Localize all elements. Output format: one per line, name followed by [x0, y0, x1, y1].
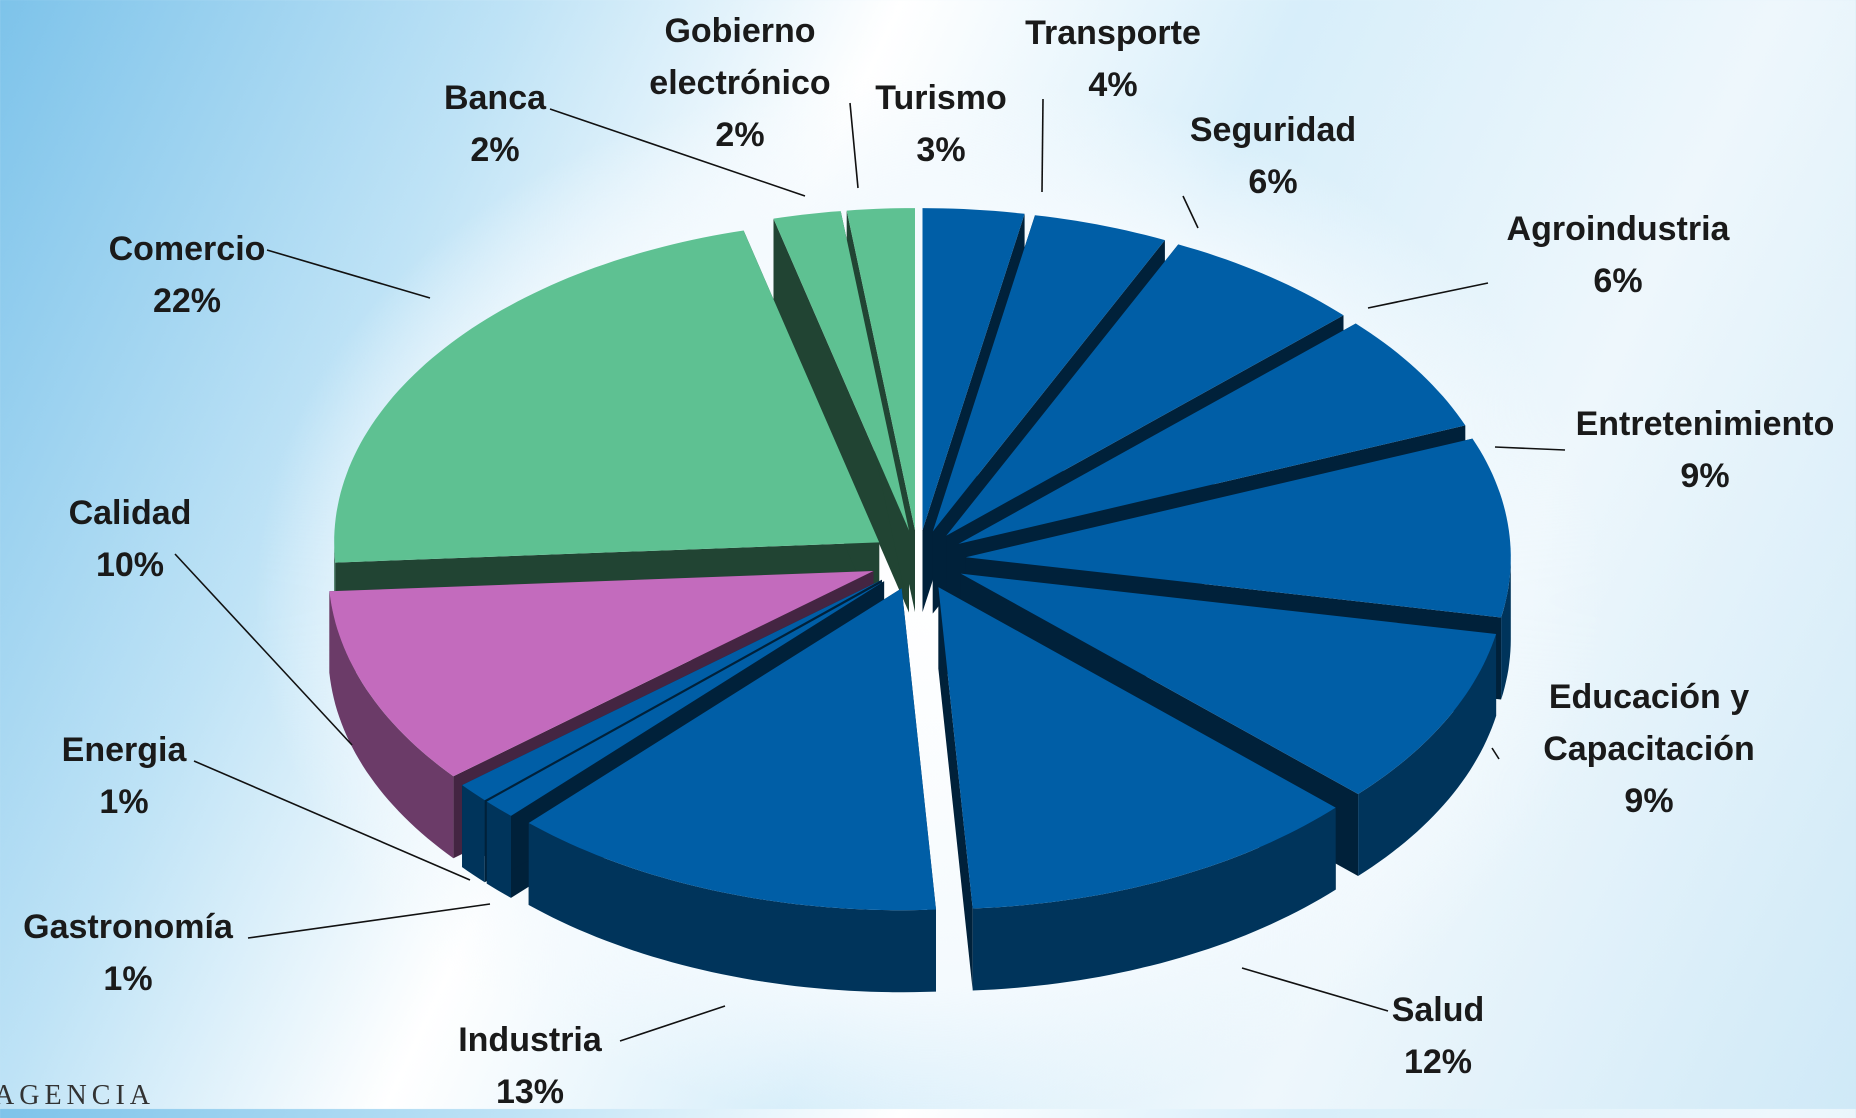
- leader-line: [266, 249, 431, 299]
- slice-label: Entretenimiento 9%: [1576, 398, 1835, 502]
- slice-label: Agroindustria 6%: [1507, 203, 1730, 307]
- slice-top: [846, 208, 915, 531]
- category-name: Energia: [61, 731, 187, 769]
- category-name: Agroindustria: [1506, 210, 1730, 248]
- slice-wall: [528, 823, 936, 993]
- value-label: 2%: [470, 131, 520, 169]
- slice-top: [960, 573, 1497, 794]
- category-name: Turismo: [875, 79, 1007, 117]
- slice-top: [329, 571, 874, 777]
- slice-top: [958, 323, 1466, 544]
- slice-side: [773, 218, 909, 613]
- leader-line: [1041, 98, 1044, 193]
- slice-label: Calidad 10%: [69, 487, 192, 591]
- logo: AGENCIA: [0, 1080, 155, 1111]
- slice-wall: [462, 785, 485, 883]
- slice-wall: [1501, 557, 1511, 700]
- slice-label: Industria 13%: [458, 1014, 602, 1118]
- value-label: 6%: [1593, 262, 1643, 300]
- slice-top: [528, 588, 936, 911]
- slice-label: Gastronomía 1%: [23, 901, 233, 1005]
- value-label: 9%: [1624, 782, 1674, 820]
- leader-line: [1494, 446, 1566, 451]
- category-name: Educación y Capacitación: [1543, 678, 1755, 768]
- slice-label: Educación y Capacitación 9%: [1529, 671, 1769, 827]
- slice-top: [965, 438, 1511, 618]
- category-name: Banca: [443, 79, 547, 117]
- leader-line: [174, 553, 353, 746]
- slice-top: [773, 211, 909, 531]
- category-name: Seguridad: [1189, 111, 1357, 149]
- value-label: 1%: [103, 960, 153, 998]
- category-name: Transporte: [1025, 14, 1201, 52]
- slice-label: Seguridad 6%: [1190, 104, 1356, 208]
- slice-top: [932, 215, 1165, 532]
- slice-label: Gobierno electrónico 2%: [640, 5, 840, 161]
- slice-label: Energia 1%: [62, 724, 187, 828]
- slice-top: [334, 230, 880, 563]
- slice-side: [938, 587, 973, 991]
- slice: [938, 587, 1336, 991]
- slice-wall: [486, 801, 511, 898]
- leader-line: [1491, 747, 1500, 760]
- slice-top: [938, 587, 1336, 909]
- value-label: 13%: [495, 1073, 565, 1111]
- category-name: Gobierno electrónico: [649, 12, 831, 102]
- value-label: 6%: [1248, 163, 1298, 201]
- value-label: 4%: [1088, 66, 1138, 104]
- slice-top: [462, 579, 882, 801]
- slice-top: [946, 244, 1344, 536]
- slice-label: Transporte 4%: [1025, 7, 1201, 111]
- slice-label: Banca 2%: [444, 72, 546, 176]
- slice-label: Turismo 3%: [875, 72, 1007, 176]
- slice-wall: [972, 807, 1336, 991]
- category-name: Industria: [458, 1021, 602, 1059]
- slice-label: Salud 12%: [1392, 984, 1485, 1088]
- leader-line: [1241, 967, 1389, 1012]
- category-name: Entretenimiento: [1575, 405, 1835, 443]
- value-label: 12%: [1403, 1043, 1473, 1081]
- value-label: 10%: [95, 546, 165, 584]
- category-name: Salud: [1391, 991, 1485, 1029]
- value-label: 2%: [715, 116, 765, 154]
- value-label: 1%: [99, 783, 149, 821]
- leader-line: [849, 102, 859, 189]
- leader-line: [193, 760, 471, 881]
- leader-line: [1367, 282, 1489, 309]
- leader-line: [549, 108, 806, 197]
- value-label: 3%: [916, 131, 966, 169]
- slice-top: [486, 581, 885, 816]
- category-name: Gastronomía: [23, 908, 233, 946]
- slice-wall: [329, 591, 454, 859]
- slice-top: [922, 208, 1025, 531]
- value-label: 22%: [152, 282, 222, 320]
- slice-label: Comercio 22%: [109, 223, 266, 327]
- slice: [528, 588, 936, 993]
- category-name: Calidad: [68, 494, 192, 532]
- leader-line: [1182, 195, 1199, 229]
- slice: [773, 211, 909, 613]
- value-label: 9%: [1680, 457, 1730, 495]
- leader-line: [247, 903, 491, 939]
- leader-line: [619, 1005, 726, 1042]
- slice-wall: [1358, 634, 1497, 876]
- category-name: Comercio: [108, 230, 266, 268]
